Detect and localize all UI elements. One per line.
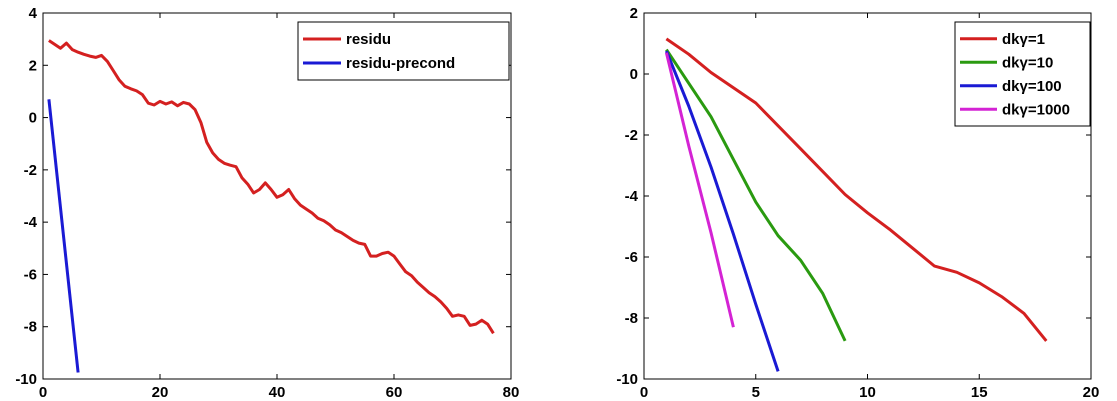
series-line-0-0: [48, 39, 495, 335]
y-tick-label: 2: [29, 57, 37, 74]
y-tick-label: -8: [625, 310, 638, 327]
x-tick-label: 0: [640, 384, 648, 401]
y-tick-label: -4: [24, 214, 38, 231]
legend-label: dkγ=1000: [1002, 101, 1070, 118]
series-line-1-1: [665, 48, 847, 342]
y-tick-label: -4: [625, 188, 639, 205]
series-line-0-1: [47, 99, 80, 373]
y-tick-label: 0: [29, 110, 37, 127]
x-tick-label: 20: [152, 384, 169, 401]
x-tick-label: 0: [39, 384, 47, 401]
legend-label: dkγ=10: [1002, 54, 1053, 71]
y-tick-label: -6: [24, 266, 37, 283]
series-line-1-3: [664, 52, 735, 328]
x-tick-label: 60: [386, 384, 403, 401]
y-tick-label: -10: [15, 371, 37, 388]
y-tick-label: 0: [630, 66, 638, 83]
legend-label: dkγ=100: [1002, 78, 1062, 95]
x-tick-label: 20: [1083, 384, 1100, 401]
y-tick-label: -8: [24, 319, 37, 336]
x-tick-label: 40: [269, 384, 286, 401]
x-tick-label: 80: [503, 384, 520, 401]
x-tick-label: 10: [859, 384, 876, 401]
chart-right: 0 5 10 15 20 -10 -8 -6 -4 -2 0 2 dkγ=1 dkγ=10 dkγ=100 d…: [616, 5, 1099, 401]
legend-box: [297, 21, 510, 81]
y-tick-label: -2: [24, 162, 37, 179]
y-tick-label: -6: [625, 249, 638, 266]
series-line-1-2: [665, 50, 780, 372]
y-tick-label: 4: [29, 5, 38, 22]
legend-label: residu: [346, 31, 391, 48]
legend-label: dkγ=1: [1002, 31, 1045, 48]
x-tick-label: 15: [971, 384, 988, 401]
series-line-1-0: [665, 37, 1048, 342]
y-tick-label: 2: [630, 5, 638, 22]
x-tick-label: 5: [752, 384, 760, 401]
chart-left: 0 20 40 60 80 -10 -8 -6 -4 -2 0 2 4 residu residu-prec…: [15, 5, 519, 401]
y-tick-label: -10: [616, 371, 638, 388]
legend-label: residu-precond: [346, 55, 455, 72]
y-tick-label: -2: [625, 127, 638, 144]
